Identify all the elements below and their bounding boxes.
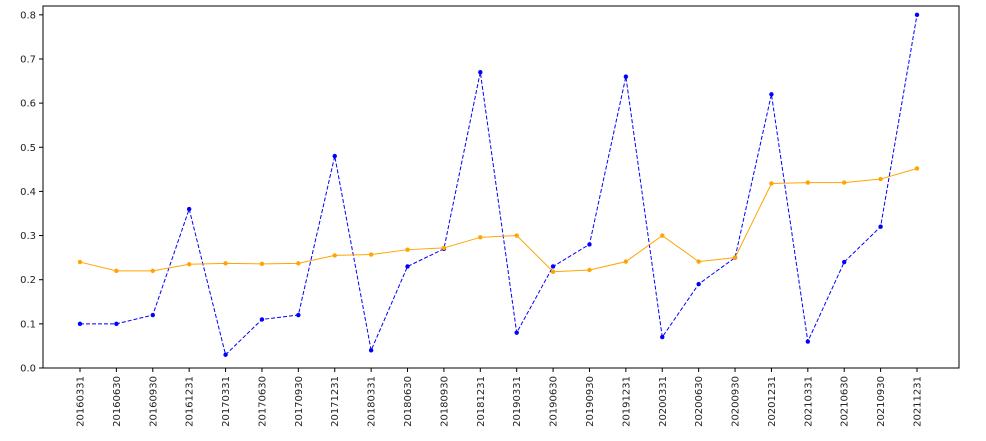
series-2-point <box>732 255 738 260</box>
series-1-point <box>77 321 83 327</box>
series-1-point <box>587 242 592 247</box>
x-tick-label: 20161231 <box>185 376 196 427</box>
series-2-point <box>550 269 556 274</box>
y-tick-label: 0.7 <box>20 54 36 65</box>
series-1-point <box>223 352 228 357</box>
series-2-point <box>878 176 883 182</box>
series-2-point <box>514 233 519 238</box>
x-tick-label: 20200331 <box>658 376 669 427</box>
x-tick-label: 20160331 <box>76 376 87 427</box>
x-tick-label: 20200930 <box>731 376 742 427</box>
series-1-point <box>878 224 883 229</box>
series-1 <box>77 12 920 357</box>
y-tick-label: 0.2 <box>20 275 36 286</box>
series-2-point <box>405 247 410 252</box>
x-tick-label: 20190930 <box>585 376 596 427</box>
x-tick-label: 20200630 <box>694 376 705 427</box>
series-1-point <box>186 206 192 212</box>
series-2-point <box>769 181 774 186</box>
series-1-point <box>514 330 519 335</box>
x-tick-label: 20170930 <box>294 376 305 427</box>
x-tick-label: 20210630 <box>840 376 851 427</box>
x-axis: 20160331 20160630 20160930 20161231 20170331… <box>76 368 924 427</box>
x-tick-label: 20170331 <box>221 376 232 427</box>
series-1-point <box>696 281 701 287</box>
x-tick-label: 20211231 <box>913 376 924 427</box>
x-tick-label: 20181231 <box>476 376 487 427</box>
y-tick-label: 0.6 <box>20 99 36 110</box>
series-1-point <box>150 312 155 318</box>
series-1-line <box>80 14 918 356</box>
series-2-point <box>660 233 665 238</box>
series-2-point <box>259 261 265 267</box>
series-1-point <box>332 153 337 159</box>
series-2-point <box>696 259 701 264</box>
series-1-point <box>478 70 483 75</box>
series-1-point <box>405 264 410 269</box>
series-2-point <box>186 262 192 267</box>
series-2-line <box>79 167 918 273</box>
series-2-point <box>77 259 83 265</box>
series-2-point <box>587 267 592 273</box>
series-1-point <box>623 74 629 79</box>
x-tick-label: 20201231 <box>767 376 778 427</box>
series-layer <box>77 12 920 357</box>
y-tick-label: 0.5 <box>20 143 36 154</box>
x-tick-label: 20171231 <box>330 376 341 427</box>
series-1-point <box>114 321 119 327</box>
x-tick-label: 20170630 <box>257 376 268 427</box>
y-tick-label: 0.1 <box>20 319 36 330</box>
series-1-point <box>914 12 920 18</box>
x-tick-label: 20180630 <box>403 376 414 427</box>
series-2-point <box>368 252 374 257</box>
series-1-point <box>368 348 374 353</box>
y-tick-label: 0.0 <box>20 364 36 375</box>
x-tick-label: 20160630 <box>112 376 123 427</box>
x-tick-label: 20190331 <box>512 376 523 427</box>
series-1-point <box>296 312 301 318</box>
series-1-point <box>842 259 847 265</box>
series-2-point <box>914 166 920 171</box>
series-1-point <box>805 339 811 344</box>
series-2-point <box>150 268 155 274</box>
series-1-point <box>550 264 556 269</box>
series-2-point <box>441 245 447 251</box>
x-tick-label: 20210331 <box>803 376 814 427</box>
x-tick-label: 20160930 <box>148 376 159 427</box>
x-tick-label: 20190630 <box>549 376 560 427</box>
series-1-point <box>769 92 774 97</box>
series-2-point <box>623 259 629 264</box>
series-2 <box>77 166 920 274</box>
series-1-point <box>259 317 265 322</box>
series-2-point <box>478 235 483 240</box>
y-tick-label: 0.8 <box>20 10 36 21</box>
x-tick-label: 20180930 <box>439 376 450 427</box>
series-2-point <box>842 180 847 185</box>
x-tick-label: 20191231 <box>621 376 632 427</box>
plot-frame <box>42 5 960 369</box>
series-2-point <box>223 261 228 266</box>
series-2-point <box>296 261 301 266</box>
y-tick-label: 0.4 <box>20 187 36 198</box>
series-2-point <box>114 268 119 274</box>
x-tick-label: 20210930 <box>876 376 887 427</box>
series-2-point <box>805 180 811 185</box>
series-1-point <box>660 334 665 340</box>
y-axis: 0.0 0.1 0.2 0.3 0.4 0.5 0.6 0.7 0.8 <box>20 10 43 375</box>
x-tick-label: 20180331 <box>367 376 378 427</box>
y-tick-label: 0.3 <box>20 231 36 242</box>
series-2-point <box>332 253 337 258</box>
